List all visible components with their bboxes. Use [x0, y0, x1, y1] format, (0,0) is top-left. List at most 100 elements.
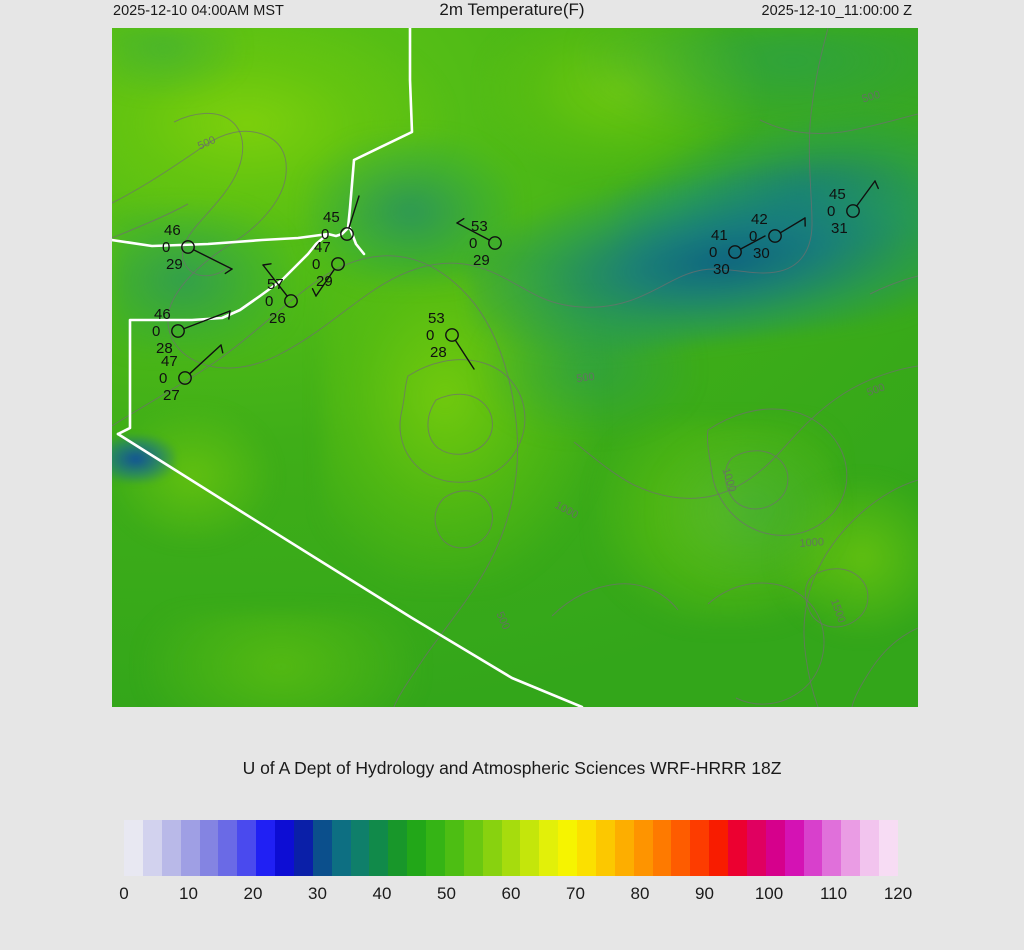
wind-barb-flag [220, 344, 224, 354]
temperature-field [112, 28, 918, 707]
wind-barb-shaft [779, 217, 806, 234]
station-dewpoint: 28 [156, 340, 173, 357]
model-caption: U of A Dept of Hydrology and Atmospheric… [242, 758, 782, 778]
station-circle [728, 245, 742, 259]
station-pressure: 0 [426, 327, 435, 344]
colorbar-band-4 [199, 820, 219, 876]
header-bar: 2025-12-10 04:00AM MST 2m Temperature(F)… [0, 0, 1024, 28]
station-symbol [728, 235, 766, 259]
colorbar-band-16 [426, 820, 445, 876]
colorbar-tick-30: 30 [308, 884, 327, 903]
wind-barb-flag [228, 310, 231, 320]
page-title: 2m Temperature(F) [439, 0, 585, 19]
colorbar-band-6 [237, 820, 257, 876]
station-pressure: 0 [709, 244, 718, 261]
station-temperature: 53 [471, 218, 488, 235]
station-symbol [178, 344, 224, 385]
colorbar-band-18 [463, 820, 483, 876]
colorbar-band-40 [879, 820, 898, 876]
colorbar-tick-20: 20 [243, 884, 263, 903]
station-temperature: 47 [314, 239, 331, 256]
station-circle [768, 229, 782, 243]
station-temperature: 45 [323, 209, 340, 226]
station-dewpoint: 29 [316, 273, 333, 290]
field-cool-nw [112, 28, 241, 96]
station-pressure: 0 [162, 239, 171, 256]
station-temperature: 46 [164, 222, 181, 239]
station-pressure: 0 [152, 323, 161, 340]
contour-label-500-1: 500 [576, 371, 596, 385]
station-pressure: 0 [312, 256, 321, 273]
wind-barb-shaft [315, 268, 336, 297]
colorbar-band-26 [614, 820, 634, 876]
colorbar-band-35 [784, 820, 804, 876]
colorbar-band-36 [803, 820, 823, 876]
station-symbol [262, 263, 298, 308]
colorbar-tick-60: 60 [501, 884, 521, 903]
colorbar-band-37 [822, 820, 842, 876]
field-warm-e [772, 476, 918, 640]
colorbar-band-38 [841, 820, 861, 876]
colorbar-band-39 [860, 820, 879, 876]
wind-barb-flag [874, 180, 879, 190]
colorbar-band-28 [652, 820, 672, 876]
colorbar-band-11 [331, 820, 351, 876]
wind-barb-shaft [348, 195, 360, 229]
station-circle [284, 294, 298, 308]
station-temperature: 42 [751, 211, 768, 228]
colorbar-tick-90: 90 [695, 884, 714, 903]
field-cool-se [660, 435, 838, 585]
contour-label-1500-5: 1500 [828, 597, 848, 624]
station-circle [488, 236, 502, 250]
colorbar-band-0 [124, 820, 143, 876]
colorbar-tick-80: 80 [630, 884, 650, 903]
colorbar-band-27 [633, 820, 653, 876]
wind-barb-shaft [192, 249, 233, 270]
state-borders [112, 28, 584, 707]
station-circle [178, 371, 192, 385]
colorbar-tick-100: 100 [754, 884, 784, 903]
colorbar-band-34 [765, 820, 785, 876]
colorbar-band-2 [161, 820, 181, 876]
station-pressure: 0 [749, 228, 758, 245]
colorbar-band-25 [595, 820, 615, 876]
colorbar-tick-labels: 0 10 20 30 40 50 60 70 80 90 100 110 120 [119, 884, 912, 914]
wind-barb-flag [456, 217, 465, 224]
station-circle [846, 204, 860, 218]
station-dewpoint: 26 [269, 310, 286, 327]
wind-barb-shaft [739, 235, 766, 250]
colorbar-band-33 [746, 820, 766, 876]
station-temperature: 47 [161, 353, 178, 370]
colorbar-band-13 [369, 820, 389, 876]
wind-barb-shaft [855, 180, 876, 207]
station-pressure: 0 [469, 235, 478, 252]
wind-barb-flag [224, 268, 233, 275]
contour-label-1000-3: 1000 [719, 467, 738, 494]
colorbar-tick-110: 110 [819, 884, 848, 903]
colorbar-band-30 [690, 820, 710, 876]
colorbar-band-22 [539, 820, 559, 876]
field-cool-w [112, 204, 290, 354]
colorbar-band-21 [520, 820, 540, 876]
wind-barb-shaft [454, 339, 475, 370]
colorbar-band-19 [482, 820, 502, 876]
station-dewpoint: 31 [831, 220, 848, 237]
station-pressure: 0 [159, 370, 168, 387]
station-circle [340, 227, 354, 241]
contour-label-1000-2: 1000 [553, 499, 580, 521]
contour-label-500-0: 500 [196, 134, 218, 152]
station-pressure: 0 [321, 226, 330, 243]
station-pressure: 0 [265, 293, 274, 310]
map-vector-overlay: 500 500 1000 1000 1000 1500 500 500 500 [112, 28, 918, 707]
wind-barb-shaft [456, 222, 491, 241]
temperature-map[interactable]: 500 500 1000 1000 1000 1500 500 500 500 46 0 29 46 0… [112, 28, 918, 707]
colorbar-band-8 [275, 820, 294, 876]
colorbar-band-10 [312, 820, 332, 876]
colorbar-tick-40: 40 [372, 884, 392, 903]
wind-barb-flag [311, 288, 317, 297]
station-dewpoint: 30 [753, 245, 770, 262]
station-circle [171, 324, 185, 338]
colorbar-band-12 [350, 820, 370, 876]
station-symbol [311, 257, 345, 297]
colorbar-tick-70: 70 [566, 884, 585, 903]
